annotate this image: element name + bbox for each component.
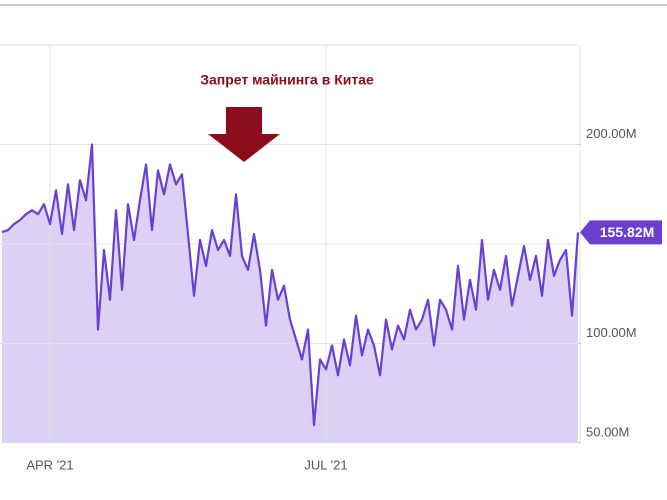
y-tick-label: 50.00M <box>586 424 629 439</box>
x-tick-label: JUL '21 <box>304 457 347 472</box>
annotation: Запрет майнинга в Китае <box>200 72 374 88</box>
x-tick-label: APR '21 <box>26 457 73 472</box>
y-tick-label: 100.00M <box>586 325 637 340</box>
grid <box>0 44 578 443</box>
y-tick-label: 200.00M <box>586 126 637 141</box>
annotation-arrow <box>208 107 280 162</box>
line <box>1 143 580 427</box>
area-fill <box>2 144 578 443</box>
value-label: 155.82M <box>600 224 654 240</box>
value-label-box <box>580 220 662 245</box>
